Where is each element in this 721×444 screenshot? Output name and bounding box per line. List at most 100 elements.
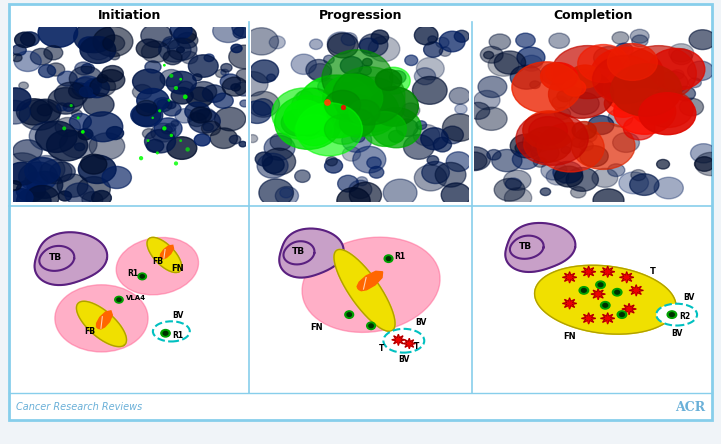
Circle shape [596,281,606,289]
Circle shape [211,128,237,148]
Circle shape [669,44,694,62]
Circle shape [424,42,443,57]
Polygon shape [392,334,405,345]
Circle shape [561,147,571,154]
Circle shape [396,119,418,136]
Circle shape [359,66,371,75]
Circle shape [614,89,676,134]
Circle shape [371,107,421,148]
Circle shape [83,93,114,116]
Circle shape [541,161,567,180]
Circle shape [189,110,221,133]
Circle shape [371,30,389,44]
Circle shape [81,63,94,74]
Circle shape [115,296,123,303]
Circle shape [28,155,65,183]
Text: BV: BV [671,329,682,338]
Circle shape [441,126,464,144]
Circle shape [578,44,629,83]
Circle shape [58,191,71,201]
Circle shape [193,74,202,81]
Circle shape [654,177,684,199]
Ellipse shape [116,238,198,295]
Circle shape [295,170,310,182]
Point [175,76,187,83]
Polygon shape [562,298,577,309]
Circle shape [79,37,99,52]
Point [322,99,333,106]
Circle shape [82,192,103,207]
Circle shape [349,180,372,198]
Circle shape [386,257,391,261]
Circle shape [441,183,471,207]
Circle shape [484,52,494,59]
Circle shape [323,74,383,122]
Polygon shape [357,271,383,291]
Circle shape [14,51,41,71]
Circle shape [78,129,93,140]
Circle shape [413,125,440,146]
Circle shape [154,98,172,112]
Circle shape [639,93,696,135]
Circle shape [454,30,469,42]
Circle shape [175,109,194,123]
Circle shape [204,54,214,62]
Circle shape [58,71,77,86]
Point [159,62,170,69]
Circle shape [340,73,374,100]
Circle shape [689,30,716,50]
Point [58,125,70,132]
Circle shape [309,63,332,82]
Circle shape [640,96,659,110]
Circle shape [608,164,625,177]
Circle shape [516,33,535,48]
Text: R1: R1 [128,269,138,278]
Circle shape [17,180,45,202]
Circle shape [459,147,490,170]
Point [136,155,147,162]
Circle shape [275,186,298,205]
Circle shape [30,122,68,151]
Circle shape [337,175,358,192]
Circle shape [19,162,58,191]
Text: TB: TB [519,242,532,251]
Circle shape [220,74,241,89]
Circle shape [30,99,61,123]
Circle shape [75,62,92,75]
Circle shape [255,152,273,166]
Circle shape [327,32,355,54]
Polygon shape [619,272,634,283]
Circle shape [13,140,43,162]
Circle shape [616,71,628,80]
Circle shape [3,153,42,182]
Circle shape [480,46,503,63]
Circle shape [44,46,63,60]
Circle shape [326,157,337,166]
Point [72,114,84,121]
FancyBboxPatch shape [9,4,712,420]
Circle shape [90,77,115,96]
Polygon shape [601,266,615,278]
Circle shape [671,49,692,65]
Circle shape [141,24,172,48]
Circle shape [87,42,110,60]
Circle shape [494,178,525,201]
Text: TB: TB [291,247,305,256]
Circle shape [12,45,26,56]
Circle shape [9,189,33,206]
Circle shape [102,66,123,82]
Circle shape [579,140,593,151]
Circle shape [615,290,619,294]
Polygon shape [283,241,314,265]
Circle shape [74,143,85,151]
Circle shape [102,166,131,189]
Circle shape [517,47,545,68]
Circle shape [449,87,470,104]
Circle shape [71,110,82,118]
Circle shape [311,112,322,121]
Circle shape [162,102,181,116]
Circle shape [515,142,531,154]
Circle shape [221,69,229,75]
Circle shape [609,59,629,74]
Circle shape [215,107,246,131]
